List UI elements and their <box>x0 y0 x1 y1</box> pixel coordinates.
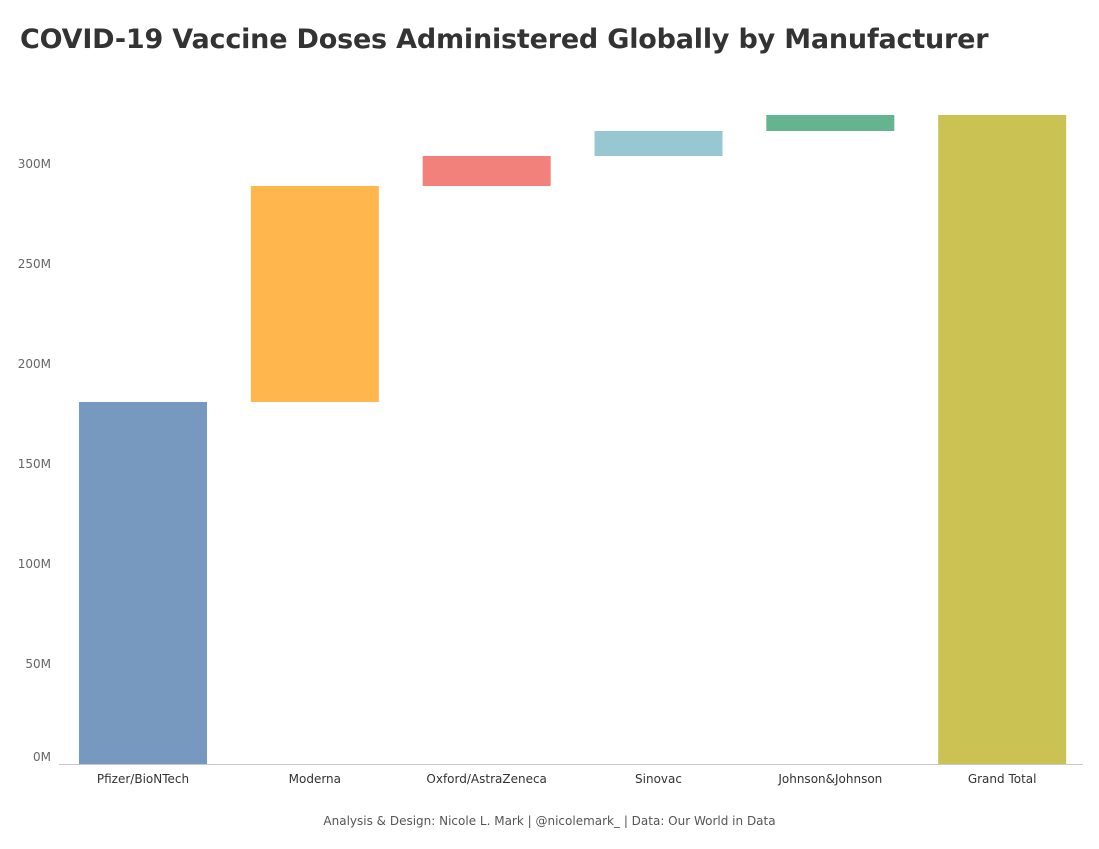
y-tick-label: 200M <box>18 357 51 371</box>
x-axis-labels: Pfizer/BioNTech Moderna Oxford/AstraZeneca… <box>97 772 1037 786</box>
x-tick-label: Oxford/AstraZeneca <box>426 772 547 786</box>
bar-moderna <box>250 186 379 402</box>
chart-title: COVID-19 Vaccine Doses Administered Glob… <box>20 24 989 55</box>
y-tick-label: 0M <box>33 750 51 764</box>
bar-johnson-johnson <box>766 115 895 131</box>
bar-sinovac <box>594 131 723 156</box>
y-tick-label: 100M <box>18 557 51 571</box>
footer-credit: Analysis & Design: Nicole L. Mark | @nic… <box>323 814 776 828</box>
bars <box>79 115 1067 764</box>
y-tick-label: 150M <box>18 457 51 471</box>
y-tick-label: 250M <box>18 257 51 271</box>
x-tick-label: Sinovac <box>635 772 682 786</box>
bar-pfizer-biontech <box>79 402 207 764</box>
x-tick-label: Johnson&Johnson <box>777 772 882 786</box>
y-tick-label: 50M <box>25 657 51 671</box>
y-axis: 0M 50M 100M 150M 200M 250M 300M <box>18 157 51 764</box>
y-tick-label: 300M <box>18 157 51 171</box>
bar-oxford-astrazeneca <box>422 156 551 186</box>
bar-grand-total <box>938 115 1067 764</box>
x-tick-label: Grand Total <box>968 772 1037 786</box>
x-tick-label: Moderna <box>289 772 341 786</box>
x-tick-label: Pfizer/BioNTech <box>97 772 189 786</box>
